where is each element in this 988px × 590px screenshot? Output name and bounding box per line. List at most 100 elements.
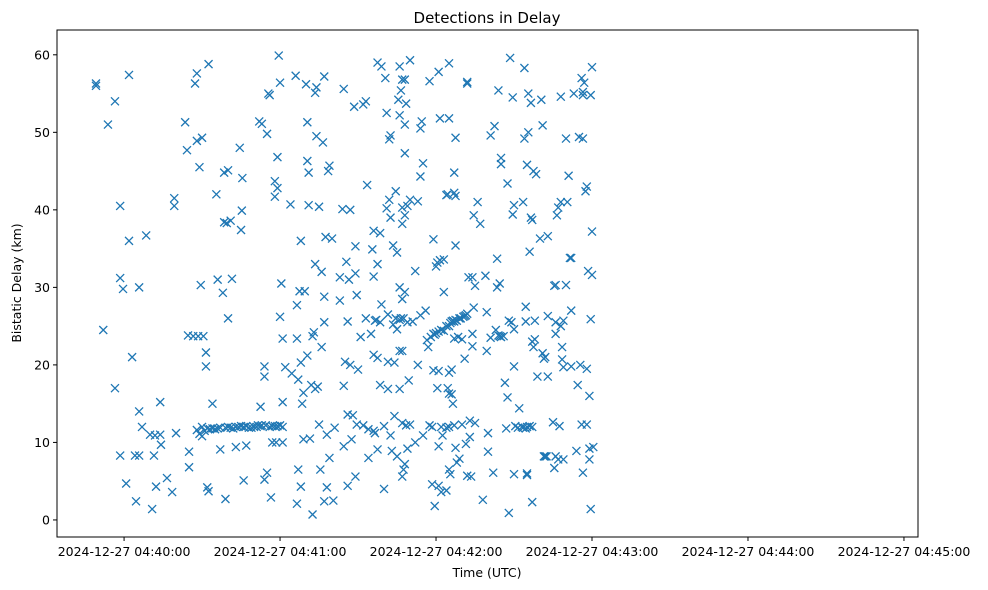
y-axis-label: Bistatic Delay (km) — [9, 223, 24, 342]
x-tick-label: 2024-12-27 04:42:00 — [370, 544, 503, 559]
data-point — [192, 68, 202, 78]
data-point — [449, 420, 459, 430]
data-point — [578, 468, 588, 478]
data-point — [239, 422, 249, 432]
data-point — [352, 290, 362, 300]
data-point — [527, 215, 537, 225]
data-point — [503, 392, 512, 402]
data-point — [434, 67, 444, 77]
data-point — [298, 388, 308, 398]
data-point — [578, 90, 588, 100]
data-point — [376, 61, 386, 71]
data-point — [389, 411, 399, 421]
x-axis: 2024-12-27 04:40:00 2024-12-27 04:41:00 20… — [58, 537, 970, 559]
data-point — [137, 422, 147, 432]
data-point — [184, 462, 194, 472]
data-point — [204, 486, 214, 496]
data-point — [196, 280, 206, 290]
data-point — [226, 216, 236, 226]
x-tick-label: 2024-12-27 04:40:00 — [58, 544, 191, 559]
data-point — [519, 134, 529, 143]
data-point — [405, 55, 415, 65]
data-point — [525, 247, 535, 257]
data-point — [162, 473, 172, 483]
data-point — [319, 496, 329, 506]
data-point — [382, 108, 392, 118]
data-point — [508, 92, 518, 102]
data-point — [327, 234, 337, 243]
data-point — [262, 129, 272, 139]
data-point — [218, 288, 228, 298]
data-point — [527, 422, 537, 432]
data-point — [241, 441, 251, 450]
data-point — [197, 133, 207, 143]
data-point — [443, 383, 453, 393]
data-point — [551, 280, 561, 290]
data-point — [578, 87, 588, 97]
data-point — [350, 241, 360, 251]
data-point — [388, 241, 398, 250]
data-point — [519, 63, 529, 73]
data-point — [259, 372, 269, 381]
data-point — [482, 307, 492, 317]
data-point — [556, 197, 566, 207]
data-point — [402, 201, 412, 211]
data-point — [525, 421, 535, 431]
data-point — [134, 282, 144, 292]
data-point — [197, 422, 207, 432]
data-point — [575, 360, 585, 370]
data-point — [445, 469, 455, 479]
data-point — [291, 71, 301, 81]
data-point — [395, 110, 405, 120]
data-point — [552, 210, 562, 220]
data-point — [462, 79, 472, 88]
data-point — [436, 487, 446, 497]
data-point — [504, 316, 514, 326]
data-point — [466, 472, 476, 481]
y-tick-label: 40 — [34, 202, 50, 217]
data-point — [486, 333, 496, 343]
data-point — [292, 334, 302, 344]
data-point — [509, 200, 519, 210]
data-point — [425, 420, 434, 430]
data-point — [400, 75, 410, 85]
data-point — [452, 458, 462, 468]
data-point — [526, 213, 536, 223]
x-tick-label: 2024-12-27 04:44:00 — [682, 544, 815, 559]
data-point — [201, 361, 211, 371]
data-point — [373, 353, 382, 363]
data-point — [211, 189, 221, 199]
data-point — [588, 442, 598, 452]
data-point — [430, 501, 440, 511]
data-point — [300, 286, 310, 296]
data-point — [400, 148, 410, 158]
data-point — [582, 420, 592, 430]
data-point — [345, 360, 355, 370]
data-point — [434, 441, 444, 451]
data-point — [151, 482, 161, 492]
data-point — [521, 317, 531, 326]
data-point — [319, 292, 329, 302]
data-point — [302, 117, 312, 127]
data-point — [311, 82, 321, 92]
data-point — [310, 259, 320, 269]
data-point — [156, 440, 166, 450]
data-point — [317, 267, 327, 277]
data-point — [509, 324, 519, 334]
data-point — [155, 397, 165, 407]
data-point — [131, 496, 141, 506]
data-point — [491, 325, 501, 335]
data-point — [444, 389, 454, 399]
data-point — [363, 424, 373, 434]
data-point — [272, 183, 282, 193]
data-point — [379, 484, 389, 494]
data-point — [578, 134, 588, 143]
data-point — [549, 463, 559, 473]
data-point — [496, 332, 506, 342]
data-point — [259, 361, 269, 371]
data-point — [169, 193, 179, 203]
data-point — [296, 482, 306, 492]
data-point — [349, 102, 359, 112]
data-point — [538, 348, 548, 358]
data-point — [239, 475, 249, 485]
